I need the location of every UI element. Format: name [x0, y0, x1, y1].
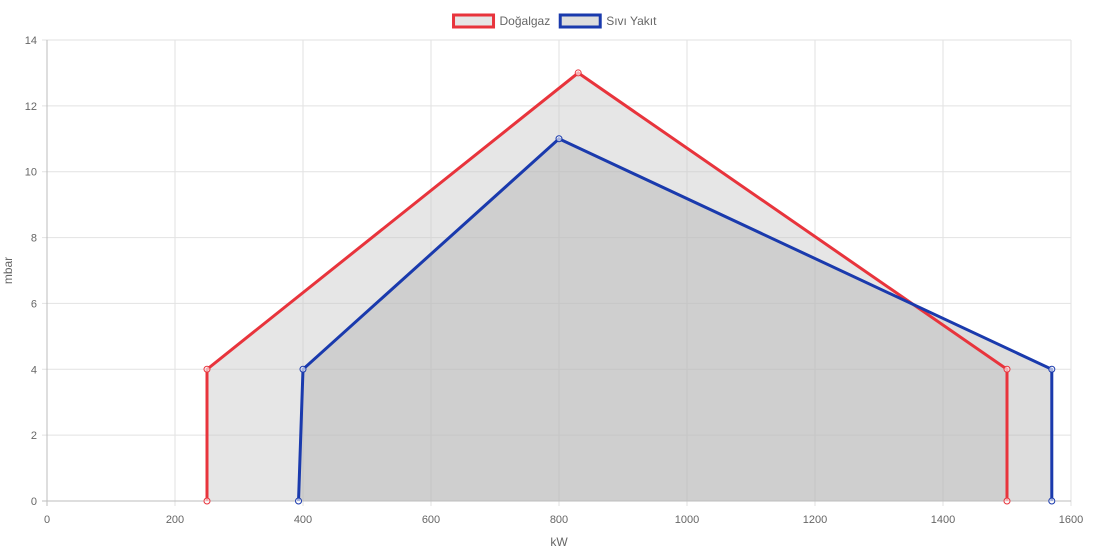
data-point[interactable]	[1003, 497, 1011, 505]
axes	[46, 40, 1071, 502]
x-tick-label: 1600	[1059, 514, 1083, 526]
x-tick-label: 800	[550, 514, 568, 526]
series-fill-0	[207, 72, 1007, 501]
y-tick-label: 2	[31, 430, 37, 442]
x-tick-label: 1400	[931, 514, 955, 526]
y-tick-label: 4	[31, 364, 37, 376]
y-tick-label: 6	[31, 298, 37, 310]
data-point[interactable]	[203, 365, 211, 373]
legend-label-1[interactable]: Sıvı Yakıt	[606, 14, 657, 28]
data-point[interactable]	[295, 497, 303, 505]
x-axis-title: kW	[550, 535, 568, 549]
x-tick-label: 600	[422, 514, 440, 526]
data-point[interactable]	[1048, 497, 1056, 505]
y-tick-label: 12	[25, 101, 37, 113]
x-tick-label: 400	[294, 514, 312, 526]
series-fills	[207, 72, 1052, 502]
data-point[interactable]	[1048, 365, 1056, 373]
data-point[interactable]	[203, 497, 211, 505]
legend-swatch-1[interactable]	[558, 13, 602, 29]
y-tick-label: 8	[31, 233, 37, 245]
legend-label-0[interactable]: Doğalgaz	[500, 14, 551, 28]
y-axis-title: mbar	[1, 257, 15, 284]
x-tick-label: 0	[44, 514, 50, 526]
data-point[interactable]	[574, 69, 582, 77]
data-point[interactable]	[1003, 365, 1011, 373]
data-point[interactable]	[555, 135, 563, 143]
x-tick-label: 1000	[675, 514, 699, 526]
data-point[interactable]	[299, 365, 307, 373]
y-tick-label: 0	[31, 496, 37, 508]
y-tick-label: 10	[25, 167, 37, 179]
series-fill-1	[298, 138, 1052, 502]
y-tick-label: 14	[25, 35, 37, 47]
x-tick-label: 1200	[803, 514, 827, 526]
x-tick-label: 200	[166, 514, 184, 526]
tick-labels: 0 200 400 600 800 1000 1200 1400 1600 0 2 4 6 8 10 12 14	[25, 35, 1083, 526]
legend: Doğalgaz Sıvı Yakıt	[452, 13, 657, 29]
legend-swatch-0[interactable]	[452, 13, 496, 29]
series-points	[203, 69, 1056, 505]
